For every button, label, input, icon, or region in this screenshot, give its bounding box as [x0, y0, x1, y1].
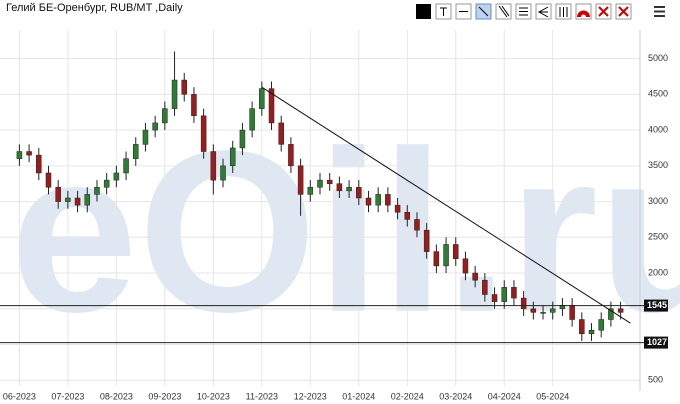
x-tick-label: 12-2023	[294, 391, 327, 401]
x-tick-label: 05-2024	[536, 391, 569, 401]
plot	[0, 30, 640, 386]
candle-body	[394, 204, 401, 213]
toolbar	[416, 3, 665, 20]
candle-body	[617, 308, 624, 313]
level-label-bg	[644, 299, 668, 312]
candle-body	[268, 88, 275, 124]
chart-title: Гелий БЕ-Оренбург, RUB/MT ,Daily	[6, 2, 183, 14]
candle-body	[259, 88, 265, 109]
candle-body	[113, 172, 120, 181]
candle-body	[181, 79, 187, 95]
candle-body	[171, 79, 178, 109]
x-tick-label: 07-2023	[51, 391, 84, 401]
candle-body	[288, 144, 294, 167]
y-tick-label: 2000	[648, 267, 668, 277]
candle-body	[123, 158, 129, 174]
candle-body	[482, 279, 488, 295]
x-tick-label: 11-2023	[246, 391, 278, 401]
candle-body	[16, 151, 23, 159]
candle-body	[249, 108, 255, 131]
candle-body	[297, 165, 304, 195]
candle-body	[579, 319, 585, 335]
candle-body	[491, 294, 498, 302]
y-tick-label: 3500	[648, 160, 668, 170]
candle-body	[462, 258, 469, 274]
candle-body	[278, 122, 284, 145]
level-label: 1545	[647, 300, 667, 310]
candle-body	[598, 319, 604, 331]
x-tick-label: 01-2024	[342, 391, 375, 401]
candle-body	[36, 154, 42, 174]
trend-line	[261, 86, 631, 324]
menu[interactable]	[654, 6, 665, 17]
candle-body	[45, 172, 52, 188]
y-tick-label: 4500	[648, 89, 668, 99]
candle-body	[26, 151, 32, 156]
candle-body	[103, 179, 110, 188]
x-tick-label: 02-2024	[391, 391, 424, 401]
candle-body	[220, 165, 226, 181]
level-label-bg	[644, 336, 668, 349]
candle-body	[404, 212, 411, 220]
y-tick-label: 2500	[648, 232, 668, 242]
candle-body	[152, 122, 158, 131]
candle-body	[588, 329, 595, 335]
candle-body	[84, 194, 91, 206]
candle-body	[210, 151, 217, 181]
watermark: eOil.ru	[10, 103, 680, 360]
candle-body	[239, 129, 246, 149]
candle-body	[326, 179, 333, 184]
candle-body	[346, 187, 352, 192]
candle-body	[133, 144, 139, 159]
candle-body	[55, 187, 61, 202]
candle-body	[142, 129, 149, 145]
candle-body	[608, 308, 614, 320]
x-tick-label: 04-2024	[488, 391, 521, 401]
level-label: 1027	[647, 337, 667, 347]
y-tick-label: 500	[648, 375, 663, 385]
candle-body	[549, 308, 556, 313]
y-tick-label: 3000	[648, 196, 668, 206]
candle-body	[520, 297, 527, 310]
x-tick-label: 09-2023	[148, 391, 181, 401]
candle-body	[229, 147, 236, 167]
candle-body	[569, 304, 575, 320]
candle-body	[414, 219, 420, 231]
candle-body	[530, 308, 537, 313]
candle-body	[385, 194, 391, 206]
candle-body	[191, 94, 197, 117]
candle-body	[540, 312, 546, 314]
candle-body	[375, 194, 381, 206]
y-tick-label: 4000	[648, 124, 668, 134]
candle-body	[511, 287, 517, 299]
candle-body	[453, 244, 459, 260]
x-tick-label: 08-2023	[100, 391, 133, 401]
tool-color[interactable]	[416, 4, 431, 19]
x-tick-label: 06-2023	[3, 391, 36, 401]
candle-body	[443, 244, 449, 267]
candle-body	[336, 183, 343, 192]
x-tick-label: 10-2023	[197, 391, 230, 401]
candle-body	[365, 197, 372, 206]
candle-body	[472, 272, 478, 281]
candle-body	[74, 197, 81, 206]
candle-body	[317, 179, 323, 188]
x-tick-label: 03-2024	[439, 391, 472, 401]
candle-body	[501, 287, 507, 302]
candle-body	[65, 197, 71, 202]
candle-body	[307, 187, 314, 195]
candle-body	[162, 108, 168, 124]
candle-body	[423, 229, 430, 252]
candle-body	[433, 251, 440, 267]
candle-body	[200, 115, 207, 152]
y-tick-label: 5000	[648, 53, 668, 63]
candle-body	[356, 187, 362, 199]
candle-body	[94, 187, 100, 195]
